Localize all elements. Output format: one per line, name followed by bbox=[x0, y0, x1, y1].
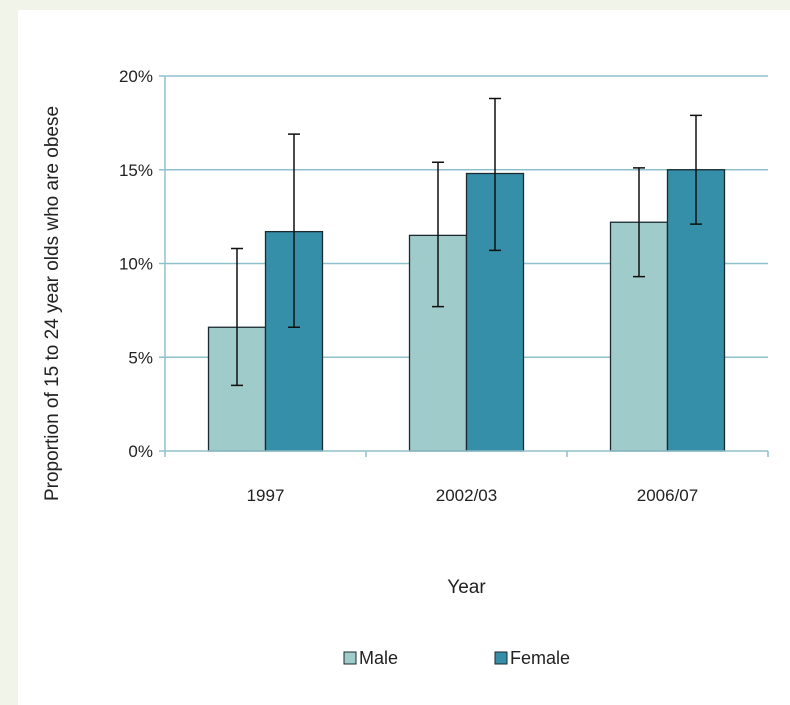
x-tick-label: 2006/07 bbox=[637, 486, 698, 505]
legend-swatch-female bbox=[494, 651, 508, 665]
axes bbox=[159, 75, 769, 457]
legend: Male Female bbox=[343, 648, 570, 668]
y-tick-label: 20% bbox=[119, 67, 153, 86]
x-tick-labels: 1997 2002/03 2006/07 bbox=[247, 486, 699, 505]
x-tick-label: 1997 bbox=[247, 486, 285, 505]
y-axis-title: Proportion of 15 to 24 year olds who are… bbox=[42, 106, 63, 501]
bars bbox=[207, 169, 726, 452]
legend-label-male: Male bbox=[359, 648, 398, 668]
chart-panel: 0% 5% 10% 15% 20% 1997 2002/03 2006/07 Proport… bbox=[18, 10, 790, 705]
y-tick-label: 10% bbox=[119, 255, 153, 274]
legend-label-female: Female bbox=[510, 648, 570, 668]
error-bars bbox=[231, 97, 702, 387]
x-axis-title: Year bbox=[447, 577, 486, 598]
y-tick-labels: 0% 5% 10% 15% 20% bbox=[119, 67, 153, 461]
legend-swatch-male bbox=[343, 651, 357, 665]
y-tick-label: 15% bbox=[119, 161, 153, 180]
y-tick-label: 5% bbox=[128, 348, 153, 367]
y-tick-label: 0% bbox=[128, 442, 153, 461]
x-tick-label: 2002/03 bbox=[436, 486, 497, 505]
bar-chart: 0% 5% 10% 15% 20% 1997 2002/03 2006/07 Proport… bbox=[42, 67, 769, 668]
